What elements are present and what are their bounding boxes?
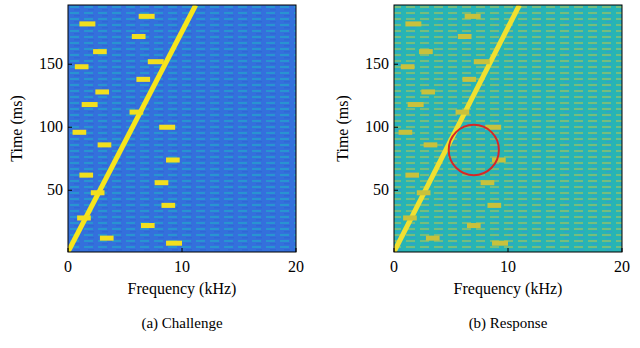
x-tick — [508, 248, 509, 252]
panel-caption: (a) Challenge — [141, 315, 223, 332]
texture — [68, 5, 296, 252]
tone-block — [132, 34, 146, 39]
y-tick — [394, 64, 398, 65]
tone-block — [82, 102, 98, 107]
x-axis-title: Frequency (kHz) — [454, 280, 563, 298]
x-tick — [68, 248, 69, 252]
tone-block — [166, 157, 180, 162]
y-axis-title: Time (ms) — [334, 95, 352, 162]
y-tick-label: 50 — [47, 181, 63, 198]
x-tick — [182, 248, 183, 252]
plot-area — [394, 5, 622, 252]
background — [68, 5, 296, 252]
frame — [394, 5, 622, 252]
tone-block — [467, 223, 481, 228]
y-tick-label: 150 — [365, 55, 389, 72]
tone-block — [95, 89, 109, 94]
highlight-circle — [449, 125, 499, 175]
y-tick-label: 100 — [39, 118, 63, 135]
x-tick-label: 0 — [390, 258, 398, 275]
tone-block — [465, 14, 481, 19]
tone-block — [426, 236, 440, 241]
tone-block — [408, 102, 424, 107]
tone-block — [161, 203, 175, 208]
tone-block — [73, 130, 87, 135]
y-tick — [68, 190, 72, 191]
frame — [68, 5, 296, 252]
x-tick-label: 10 — [500, 258, 516, 275]
chirp-line — [68, 5, 196, 252]
tone-block — [166, 241, 182, 246]
x-tick-label: 20 — [614, 258, 630, 275]
tone-block — [79, 21, 95, 26]
tone-block — [399, 130, 413, 135]
tone-block — [98, 142, 112, 147]
tone-block — [139, 14, 155, 19]
tone-block — [148, 59, 164, 64]
tone-block — [79, 173, 93, 178]
plot-area — [68, 5, 296, 252]
x-tick-label: 0 — [64, 258, 72, 275]
tone-block — [75, 64, 89, 69]
x-tick-label: 10 — [174, 258, 190, 275]
tone-block — [474, 59, 490, 64]
tone-block — [419, 49, 433, 54]
tone-block — [100, 236, 114, 241]
tone-block — [424, 142, 438, 147]
panel: 0 10 20 50 100 150 Frequency (kHz) Time (ms) (b)… — [334, 5, 630, 332]
tone-block — [417, 190, 431, 195]
tone-block — [456, 110, 470, 115]
tone-block — [136, 77, 150, 82]
tone-block — [403, 215, 417, 220]
x-axis-title: Frequency (kHz) — [128, 280, 237, 298]
background — [394, 5, 622, 252]
tone-block — [458, 34, 472, 39]
tone-block — [492, 241, 508, 246]
y-tick-label: 150 — [39, 55, 63, 72]
panel: 0 10 20 50 100 150 Frequency (kHz) Time (ms) (a)… — [8, 5, 304, 332]
figure: 0102050100150Frequency (kHz)Time (ms)(a)… — [0, 0, 640, 348]
tone-block — [77, 215, 91, 220]
y-tick — [68, 127, 72, 128]
texture — [394, 5, 622, 252]
tone-block — [481, 180, 495, 185]
y-tick-label: 100 — [365, 118, 389, 135]
y-tick — [394, 190, 398, 191]
x-tick-label: 20 — [288, 258, 304, 275]
x-tick — [394, 248, 395, 252]
tone-block — [130, 110, 144, 115]
chirp-line — [394, 5, 519, 252]
tone-block — [155, 180, 169, 185]
tone-block — [159, 125, 175, 130]
panel-caption: (b) Response — [469, 315, 548, 332]
tone-block — [141, 223, 155, 228]
y-axis-title: Time (ms) — [8, 95, 26, 162]
tone-block — [492, 157, 506, 162]
tone-block — [405, 173, 419, 178]
tone-block — [462, 77, 476, 82]
x-tick — [296, 248, 297, 252]
tone-block — [91, 190, 105, 195]
tone-block — [487, 203, 501, 208]
tone-block — [405, 21, 421, 26]
x-tick — [622, 248, 623, 252]
tone-block — [421, 89, 435, 94]
tone-block — [93, 49, 107, 54]
y-tick — [68, 64, 72, 65]
y-tick — [394, 127, 398, 128]
tone-block — [401, 64, 415, 69]
y-tick-label: 50 — [373, 181, 389, 198]
